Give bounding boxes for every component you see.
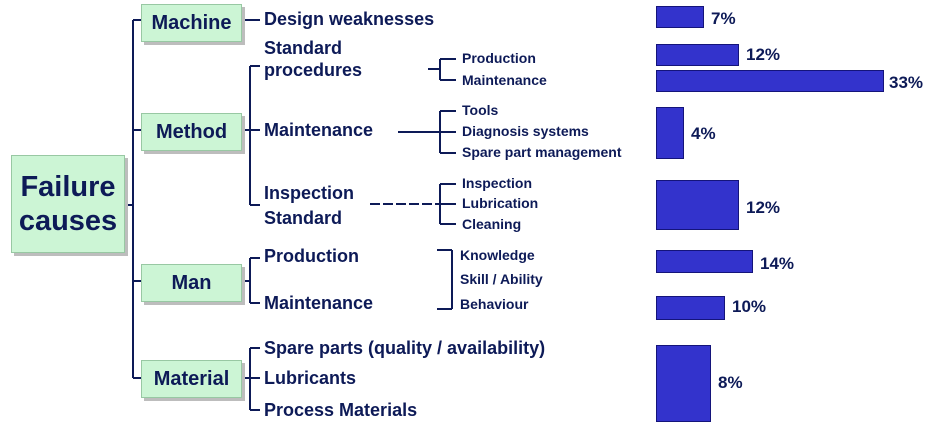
- bar-procedures-maintenance: [656, 70, 884, 92]
- category-man: Man: [141, 264, 242, 302]
- bar-label-procedures-maintenance: 33%: [889, 73, 924, 92]
- cause-inspection-standard-line1: Inspection: [264, 183, 355, 203]
- subcause-procedures-production: Production: [462, 50, 536, 66]
- bar-label-design-weaknesses: 7%: [711, 9, 736, 28]
- subcause-knowledge: Knowledge: [460, 247, 535, 263]
- category-method: Method: [141, 113, 242, 151]
- root-failure-causes: Failure causes: [11, 155, 125, 253]
- subcause-skill-ability: Skill / Ability: [460, 271, 543, 287]
- cause-man-production: Production: [264, 246, 359, 266]
- bar-label-maintenance: 4%: [691, 124, 716, 143]
- cause-spare-parts: Spare parts (quality / availability): [264, 338, 546, 358]
- cause-lubricants: Lubricants: [264, 368, 357, 388]
- bar-man-maintenance: [656, 296, 725, 320]
- cause-process-materials: Process Materials: [264, 400, 418, 420]
- bar-maintenance: [656, 107, 684, 159]
- root-label-line2: causes: [18, 205, 118, 237]
- subcause-spare-part-management: Spare part management: [462, 144, 622, 160]
- bar-label-man-production: 14%: [760, 254, 795, 273]
- subcause-cleaning: Cleaning: [462, 216, 522, 232]
- cause-standard-procedures-line2: procedures: [264, 60, 363, 80]
- bar-label-inspection-standard: 12%: [746, 198, 781, 217]
- bar-procedures-production: [656, 44, 739, 66]
- bar-label-material: 8%: [718, 373, 743, 392]
- subcause-lubrication: Lubrication: [462, 195, 539, 211]
- subcause-procedures-maintenance: Maintenance: [462, 72, 547, 88]
- bar-label-man-maintenance: 10%: [732, 297, 767, 316]
- cause-standard-procedures-line1: Standard: [264, 38, 343, 58]
- bar-design-weaknesses: [656, 6, 704, 28]
- category-material: Material: [141, 360, 242, 398]
- subcause-diagnosis-systems: Diagnosis systems: [462, 123, 589, 139]
- cause-maintenance: Maintenance: [264, 120, 374, 140]
- cause-man-maintenance: Maintenance: [264, 293, 374, 313]
- subcause-behaviour: Behaviour: [460, 296, 529, 312]
- subcause-tools: Tools: [462, 102, 499, 118]
- bar-man-production: [656, 250, 753, 273]
- subcause-inspection: Inspection: [462, 175, 533, 191]
- bar-material: [656, 345, 711, 422]
- bar-inspection-standard: [656, 180, 739, 230]
- cause-design-weaknesses: Design weaknesses: [264, 9, 435, 29]
- category-machine: Machine: [141, 4, 242, 42]
- root-label-line1: Failure: [20, 171, 116, 203]
- bar-label-procedures-production: 12%: [746, 45, 781, 64]
- cause-inspection-standard-line2: Standard: [264, 208, 343, 228]
